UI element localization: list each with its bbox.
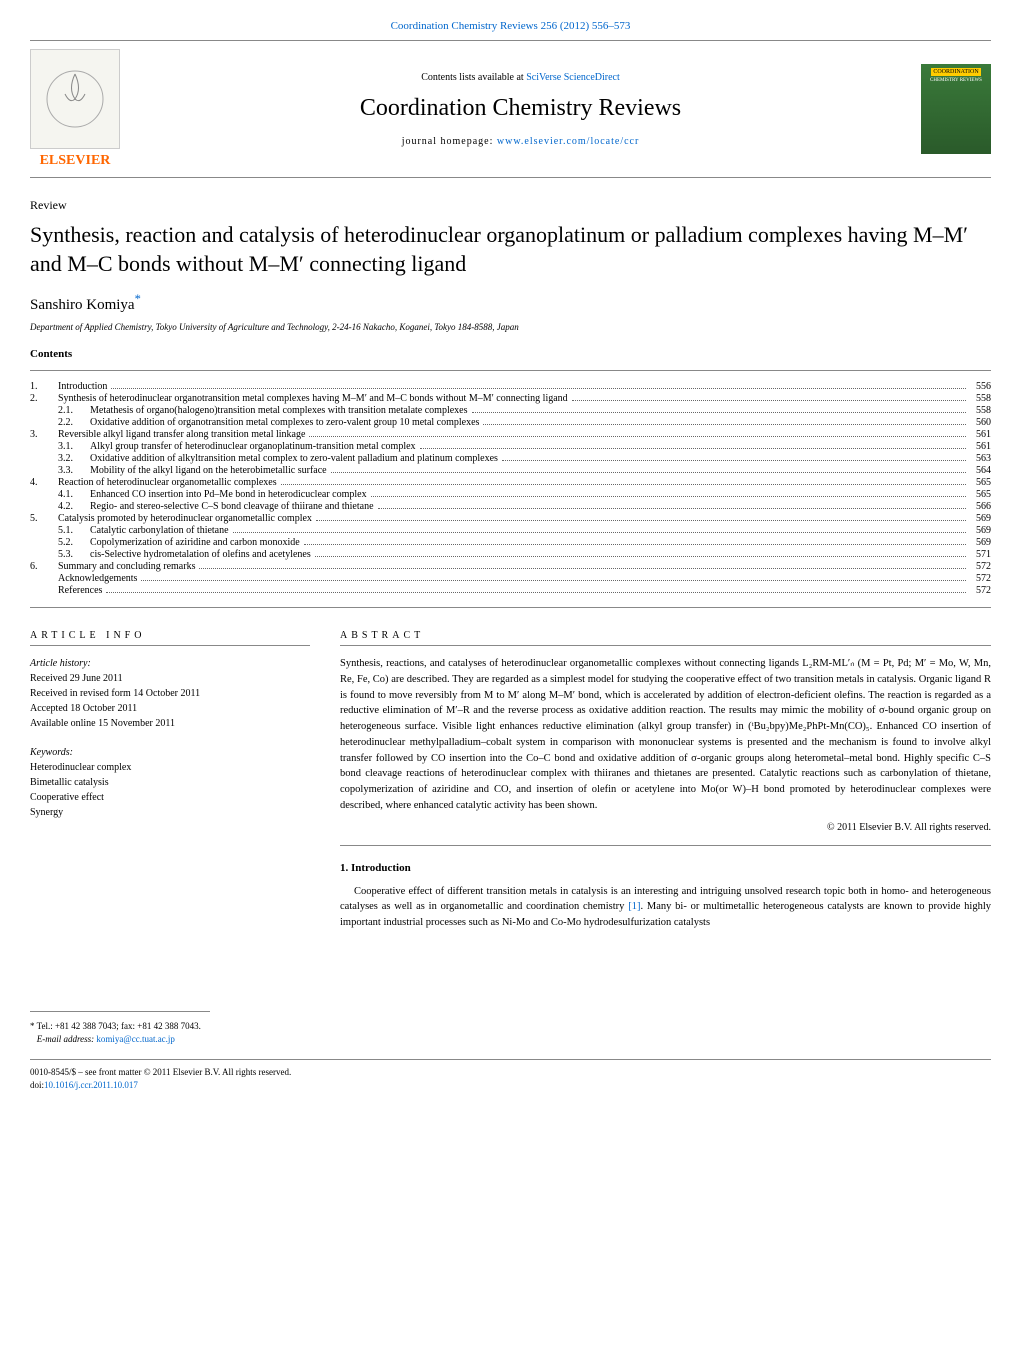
toc-entry: Acknowledgements572: [30, 573, 991, 585]
toc-entry: 3.1.Alkyl group transfer of heterodinucl…: [30, 441, 991, 453]
toc-entry: 3.3.Mobility of the alkyl ligand on the …: [30, 465, 991, 477]
author-email-link[interactable]: komiya@cc.tuat.ac.jp: [96, 1034, 175, 1044]
corresponding-author-mark: *: [135, 292, 141, 306]
received-date: Received 29 June 2011: [30, 671, 310, 686]
elsevier-logo: ELSEVIER: [30, 49, 120, 169]
article-history: Article history: Received 29 June 2011 R…: [30, 656, 310, 731]
toc-entry: 5.Catalysis promoted by heterodinuclear …: [30, 513, 991, 525]
toc-entry: 3.2.Oxidative addition of alkyltransitio…: [30, 453, 991, 465]
journal-cover-thumbnail: COORDINATION CHEMISTRY REVIEWS: [921, 64, 991, 154]
online-date: Available online 15 November 2011: [30, 716, 310, 731]
journal-header: ELSEVIER Contents lists available at Sci…: [30, 40, 991, 178]
toc-entry: 1.Introduction556: [30, 381, 991, 393]
toc-entry: 2.2.Oxidative addition of organotransiti…: [30, 417, 991, 429]
toc-entry: References572: [30, 585, 991, 597]
author-name: Sanshiro Komiya*: [30, 292, 991, 314]
toc-entry: 5.2.Copolymerization of aziridine and ca…: [30, 537, 991, 549]
journal-citation[interactable]: Coordination Chemistry Reviews 256 (2012…: [30, 20, 991, 32]
accepted-date: Accepted 18 October 2011: [30, 701, 310, 716]
toc-entry: 5.1.Catalytic carbonylation of thietane5…: [30, 525, 991, 537]
citation-link[interactable]: [1]: [628, 901, 640, 912]
footer-info: 0010-8545/$ – see front matter © 2011 El…: [30, 1059, 991, 1093]
introduction-heading: 1. Introduction: [340, 862, 991, 874]
introduction-text: Cooperative effect of different transiti…: [340, 884, 991, 931]
toc-entry: 2.Synthesis of heterodinuclear organotra…: [30, 393, 991, 405]
toc-entry: 3.Reversible alkyl ligand transfer along…: [30, 429, 991, 441]
toc-entry: 5.3.cis-Selective hydrometalation of ole…: [30, 549, 991, 561]
journal-homepage: journal homepage: www.elsevier.com/locat…: [140, 136, 901, 147]
corresponding-author-info: * Tel.: +81 42 388 7043; fax: +81 42 388…: [30, 1020, 991, 1047]
abstract-text: Synthesis, reactions, and catalyses of h…: [340, 656, 991, 814]
article-type: Review: [30, 198, 991, 213]
author-affiliation: Department of Applied Chemistry, Tokyo U…: [30, 322, 991, 332]
publisher-name: ELSEVIER: [40, 153, 111, 169]
abstract-heading: ABSTRACT: [340, 630, 991, 646]
toc-entry: 4.Reaction of heterodinuclear organometa…: [30, 477, 991, 489]
article-info-heading: ARTICLE INFO: [30, 630, 310, 646]
keyword: Bimetallic catalysis: [30, 775, 310, 790]
toc-entry: 2.1.Metathesis of organo(halogeno)transi…: [30, 405, 991, 417]
toc-entry: 4.1.Enhanced CO insertion into Pd–Me bon…: [30, 489, 991, 501]
toc-entry: 6.Summary and concluding remarks572: [30, 561, 991, 573]
table-of-contents: 1.Introduction5562.Synthesis of heterodi…: [30, 370, 991, 608]
sciencedirect-link[interactable]: SciVerse ScienceDirect: [526, 72, 620, 83]
keyword: Cooperative effect: [30, 790, 310, 805]
keyword: Synergy: [30, 805, 310, 820]
article-title: Synthesis, reaction and catalysis of het…: [30, 221, 991, 278]
doi-link[interactable]: 10.1016/j.ccr.2011.10.017: [44, 1080, 138, 1090]
keyword: Heterodinuclear complex: [30, 760, 310, 775]
toc-entry: 4.2.Regio- and stereo-selective C–S bond…: [30, 501, 991, 513]
homepage-link[interactable]: www.elsevier.com/locate/ccr: [497, 136, 639, 147]
keywords: Keywords: Heterodinuclear complexBimetal…: [30, 745, 310, 820]
contents-heading: Contents: [30, 348, 991, 360]
revised-date: Received in revised form 14 October 2011: [30, 686, 310, 701]
journal-title: Coordination Chemistry Reviews: [140, 95, 901, 122]
abstract-copyright: © 2011 Elsevier B.V. All rights reserved…: [340, 822, 991, 833]
contents-available: Contents lists available at SciVerse Sci…: [140, 72, 901, 83]
